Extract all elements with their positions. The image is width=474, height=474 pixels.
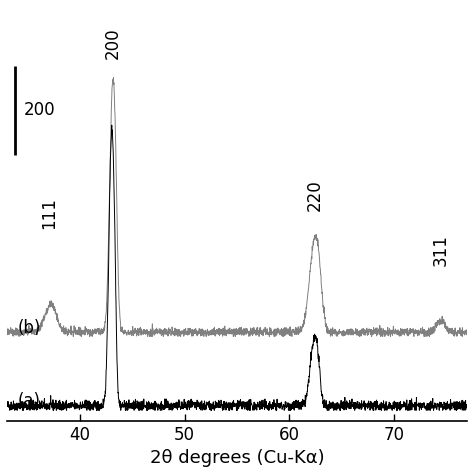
Text: 200: 200	[103, 27, 121, 59]
Text: 200: 200	[24, 101, 55, 119]
Text: 111: 111	[40, 197, 58, 228]
Text: 220: 220	[305, 179, 323, 211]
Text: 311: 311	[432, 234, 450, 265]
X-axis label: 2θ degrees (Cu-Kα): 2θ degrees (Cu-Kα)	[150, 449, 324, 467]
Text: (b): (b)	[18, 319, 41, 337]
Text: (a): (a)	[18, 392, 40, 410]
